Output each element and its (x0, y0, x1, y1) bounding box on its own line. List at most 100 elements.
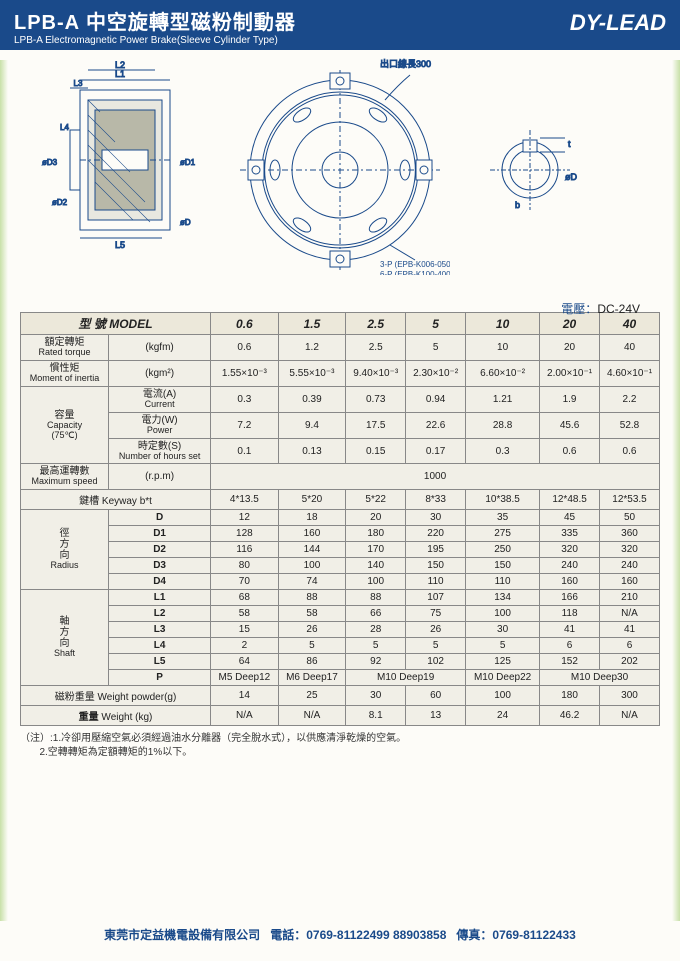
cell: 30 (346, 686, 406, 706)
cell: 26 (278, 622, 346, 638)
row-label: L3 (109, 622, 211, 638)
table-row: 額定轉矩Rated torque(kgfm)0.61.22.55102040 (21, 335, 660, 361)
row-label: L5 (109, 654, 211, 670)
cell: 166 (540, 590, 600, 606)
svg-text:øD: øD (565, 172, 577, 182)
cell: 320 (600, 542, 660, 558)
cell: 102 (406, 654, 466, 670)
cell: 41 (540, 622, 600, 638)
cell: 88 (346, 590, 406, 606)
cell: 8.1 (346, 706, 406, 726)
header-left: LPB-A 中空旋轉型磁粉制動器 LPB-A Electromagnetic P… (14, 6, 296, 46)
notes-prefix: （注）: (20, 733, 53, 744)
cell: 110 (406, 574, 466, 590)
cell: 210 (600, 590, 660, 606)
cell: 86 (278, 654, 346, 670)
cell: 60 (406, 686, 466, 706)
table-row: 容量Capacity(75℃)電流(A)Current0.30.390.730.… (21, 386, 660, 412)
cell: 0.3 (466, 438, 540, 464)
header-title-cn: LPB-A 中空旋轉型磁粉制動器 (14, 6, 296, 35)
cell: 150 (466, 558, 540, 574)
cell: 35 (466, 510, 540, 526)
row-label: 慣性矩Moment of inertia (21, 360, 109, 386)
voltage: 電壓：DC-24V (561, 300, 640, 317)
cell: 5 (346, 638, 406, 654)
footer-phone-label: 電話： (270, 928, 306, 942)
footer-fax-label: 傳真： (456, 928, 492, 942)
cell: 0.3 (211, 386, 279, 412)
cell: 100 (466, 606, 540, 622)
cell: 45 (540, 510, 600, 526)
cell: M10 Deep19 (346, 670, 466, 686)
cell: 9.40×10⁻³ (346, 360, 406, 386)
row-label: D3 (109, 558, 211, 574)
cell: 68 (211, 590, 279, 606)
header-bar: LPB-A 中空旋轉型磁粉制動器 LPB-A Electromagnetic P… (0, 0, 680, 50)
svg-text:b: b (515, 200, 520, 210)
cell: 240 (540, 558, 600, 574)
cell: 0.39 (278, 386, 346, 412)
cell: N/A (600, 606, 660, 622)
cell: 30 (406, 510, 466, 526)
cell: 110 (466, 574, 540, 590)
cell: 160 (600, 574, 660, 590)
cell: 118 (540, 606, 600, 622)
cell: 12*53.5 (600, 490, 660, 510)
cell: 66 (346, 606, 406, 622)
table-row: PM5 Deep12M6 Deep17M10 Deep19M10 Deep22M… (21, 670, 660, 686)
cell: 30 (466, 622, 540, 638)
cell: 46.2 (540, 706, 600, 726)
cell: 2.2 (600, 386, 660, 412)
model-col: 10 (466, 313, 540, 335)
cell: N/A (211, 706, 279, 726)
table-row: 時定數(S)Number of hours set0.10.130.150.17… (21, 438, 660, 464)
header-title-en: LPB-A Electromagnetic Power Brake(Sleeve… (14, 35, 296, 46)
cell: 45.6 (540, 412, 600, 438)
cell: 0.15 (346, 438, 406, 464)
svg-text:øD2: øD2 (52, 198, 68, 207)
table-row: D2116144170195250320320 (21, 542, 660, 558)
svg-text:øD: øD (180, 218, 191, 227)
cell: 2.00×10⁻¹ (540, 360, 600, 386)
note-2: 2.空轉轉矩為定額轉矩的1%以下。 (39, 747, 192, 758)
cell: 5 (406, 335, 466, 361)
table-row: L258586675100118N/A (21, 606, 660, 622)
svg-text:øD3: øD3 (42, 158, 58, 167)
cell: 140 (346, 558, 406, 574)
table-row: 軸 方 向 ShaftL1688888107134166210 (21, 590, 660, 606)
row-label: 電流(A)Current (109, 386, 211, 412)
row-label: D4 (109, 574, 211, 590)
cell: 6.60×10⁻² (466, 360, 540, 386)
cell: 320 (540, 542, 600, 558)
cell: 18 (278, 510, 346, 526)
cell: 180 (346, 526, 406, 542)
cell: 1.2 (278, 335, 346, 361)
cell: 15 (211, 622, 279, 638)
cell: 17.5 (346, 412, 406, 438)
svg-text:L3: L3 (74, 79, 83, 88)
brand: DY-LEAD (570, 6, 666, 36)
cell: 5 (406, 638, 466, 654)
svg-text:øD1: øD1 (180, 158, 196, 167)
table-row: 慣性矩Moment of inertia(kgm²)1.55×10⁻³5.55×… (21, 360, 660, 386)
cell: 2 (211, 638, 279, 654)
spec-table: 型 號 MODEL 0.6 1.5 2.5 5 10 20 40 額定轉矩Rat… (20, 312, 660, 726)
cell: 5*22 (346, 490, 406, 510)
cell: 88 (278, 590, 346, 606)
cell: 202 (600, 654, 660, 670)
cell: 25 (278, 686, 346, 706)
cell: 0.1 (211, 438, 279, 464)
cell: 4.60×10⁻¹ (600, 360, 660, 386)
cell: 5.55×10⁻³ (278, 360, 346, 386)
cell: 180 (540, 686, 600, 706)
cell: 50 (600, 510, 660, 526)
svg-text:L4: L4 (60, 123, 69, 132)
cell: M6 Deep17 (278, 670, 346, 686)
cell: 8*33 (406, 490, 466, 510)
table-row: 鍵槽 Keyway b*t4*13.55*205*228*3310*38.512… (21, 490, 660, 510)
svg-text:t: t (568, 139, 571, 149)
cell: 100 (346, 574, 406, 590)
cell: 0.13 (278, 438, 346, 464)
table-row: L42555566 (21, 638, 660, 654)
cell: 70 (211, 574, 279, 590)
